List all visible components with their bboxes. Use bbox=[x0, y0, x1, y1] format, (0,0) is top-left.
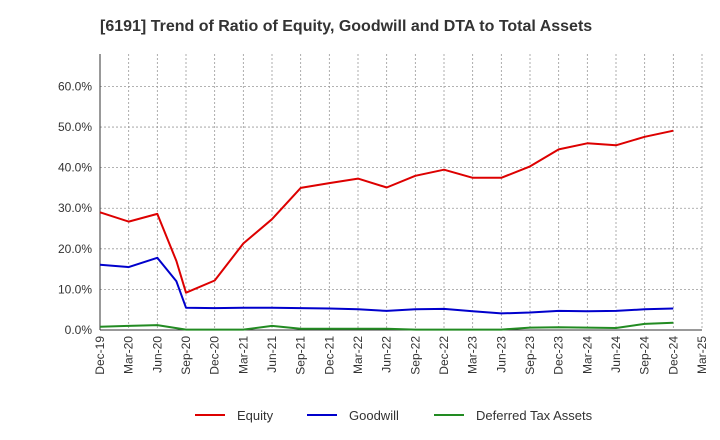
series-line-deferred-tax-assets bbox=[99, 321, 674, 331]
series-line-equity bbox=[99, 129, 674, 294]
x-tick-label: Dec-23 bbox=[552, 336, 566, 375]
plot-background bbox=[100, 54, 702, 330]
y-tick-label: 40.0% bbox=[58, 161, 92, 175]
x-tick-label: Mar-20 bbox=[122, 336, 136, 374]
x-axis: Dec-19 Mar-20 Jun-20 Sep-20 Dec-20 Mar-21 Jun-… bbox=[93, 336, 709, 375]
x-tick-label: Jun-24 bbox=[609, 336, 623, 373]
x-tick-label: Dec-20 bbox=[208, 336, 222, 375]
x-tick-label: Mar-22 bbox=[351, 336, 365, 374]
legend-label: Equity bbox=[237, 408, 274, 423]
x-tick-label: Sep-22 bbox=[408, 336, 422, 375]
x-tick-label: Mar-25 bbox=[695, 336, 709, 374]
x-tick-label: Jun-21 bbox=[265, 336, 279, 373]
x-tick-label: Dec-24 bbox=[666, 336, 680, 375]
y-tick-label: 60.0% bbox=[58, 79, 92, 93]
series-line-goodwill bbox=[99, 256, 674, 315]
y-axis: 0.0% 10.0% 20.0% 30.0% 40.0% 50.0% 60.0% bbox=[58, 79, 92, 337]
x-tick-label: Sep-24 bbox=[638, 336, 652, 375]
x-tick-label: Jun-23 bbox=[494, 336, 508, 373]
x-tick-label: Mar-23 bbox=[466, 336, 480, 374]
y-tick-label: 30.0% bbox=[58, 201, 92, 215]
series-lines bbox=[99, 129, 674, 331]
legend-label: Goodwill bbox=[349, 408, 399, 423]
x-tick-label: Mar-24 bbox=[580, 336, 594, 374]
x-tick-label: Dec-21 bbox=[322, 336, 336, 375]
y-tick-label: 20.0% bbox=[58, 242, 92, 256]
legend: Equity Goodwill Deferred Tax Assets bbox=[195, 408, 593, 423]
y-tick-label: 50.0% bbox=[58, 120, 92, 134]
x-tick-label: Dec-19 bbox=[93, 336, 107, 375]
legend-label: Deferred Tax Assets bbox=[476, 408, 593, 423]
x-tick-label: Jun-20 bbox=[150, 336, 164, 373]
x-tick-label: Dec-22 bbox=[437, 336, 451, 375]
x-tick-label: Jun-22 bbox=[380, 336, 394, 373]
y-tick-label: 10.0% bbox=[58, 282, 92, 296]
y-tick-label: 0.0% bbox=[65, 323, 93, 337]
x-tick-label: Sep-20 bbox=[179, 336, 193, 375]
chart-title: [6191] Trend of Ratio of Equity, Goodwil… bbox=[100, 18, 592, 35]
x-tick-label: Mar-21 bbox=[236, 336, 250, 374]
x-tick-label: Sep-23 bbox=[523, 336, 537, 375]
x-tick-label: Sep-21 bbox=[294, 336, 308, 375]
plot-area bbox=[99, 54, 703, 331]
